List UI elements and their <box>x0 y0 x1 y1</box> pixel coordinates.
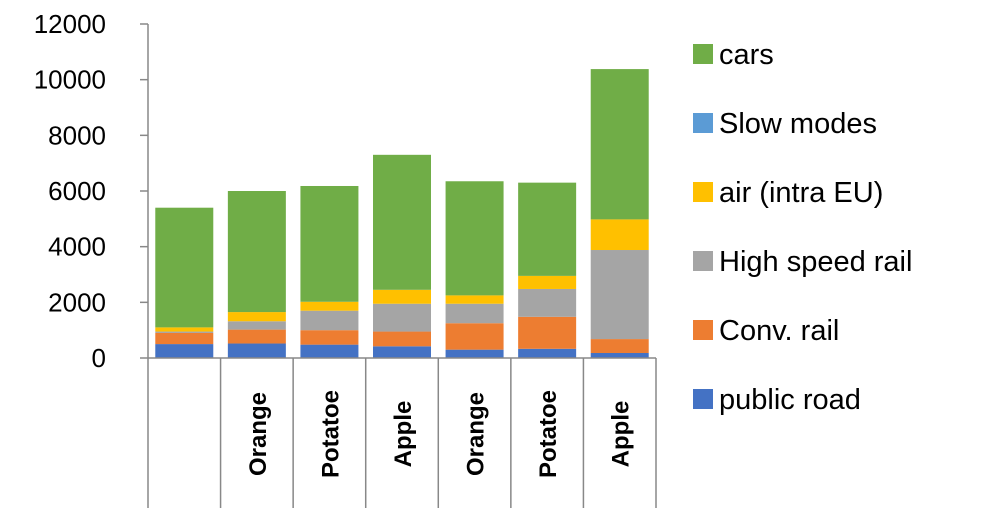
bar-segment-air-intra-eu <box>227 312 286 322</box>
bar-segment-cars <box>590 69 649 220</box>
bar-segment-cars <box>373 154 431 290</box>
bar-segment-cars <box>445 181 504 296</box>
bar-segment-air-intra-eu <box>518 275 577 289</box>
x-category-label: Potatoe <box>535 390 562 478</box>
legend-label: cars <box>719 39 774 71</box>
bar-segment-air-intra-eu <box>300 301 359 311</box>
y-tick-label: 10000 <box>34 65 106 95</box>
legend-label: Conv. rail <box>719 315 839 347</box>
legend-swatch <box>693 113 713 133</box>
bar-segment-high-speed-rail <box>227 321 286 330</box>
bar-segment-conv-rail <box>227 329 286 344</box>
bar-segment-conv-rail <box>590 339 649 353</box>
bar-segment-high-speed-rail <box>373 303 431 332</box>
bar-segment-air-intra-eu <box>155 327 214 332</box>
y-axis: 0 2000 4000 6000 8000 10000 12000 <box>34 9 149 373</box>
bar-segment-high-speed-rail <box>155 331 214 333</box>
legend-label: air (intra EU) <box>719 177 883 209</box>
x-category-label: Apple <box>390 401 417 468</box>
legend-swatch <box>693 182 713 202</box>
bar-segment-public-road <box>445 349 504 358</box>
bar-segment-conv-rail <box>155 332 214 345</box>
bar-segment-high-speed-rail <box>590 250 649 340</box>
legend-swatch <box>693 44 713 64</box>
y-tick-label: 0 <box>92 343 106 373</box>
y-tick-label: 2000 <box>48 287 106 317</box>
bar-segment-air-intra-eu <box>445 295 504 304</box>
bar-segment-conv-rail <box>518 316 577 349</box>
x-category-label: Apple <box>608 401 635 468</box>
bar-segment-high-speed-rail <box>300 310 359 331</box>
legend-swatch <box>693 320 713 340</box>
legend: cars Slow modes air (intra EU) High speed r… <box>693 39 912 416</box>
bar-segment-air-intra-eu <box>590 219 649 251</box>
bar-segment-public-road <box>590 352 649 358</box>
x-category-label: Orange <box>463 392 490 476</box>
bar-segment-public-road <box>518 348 577 358</box>
y-tick-label: 8000 <box>48 120 106 150</box>
bar-segment-cars <box>227 191 286 313</box>
bar-segment-air-intra-eu <box>373 289 431 304</box>
bar-segment-cars <box>518 182 577 276</box>
legend-swatch <box>693 251 713 271</box>
y-tick-label: 12000 <box>34 9 106 39</box>
bar-segment-cars <box>155 207 214 328</box>
bar-segment-conv-rail <box>300 330 359 345</box>
x-axis: Orange Potatoe Apple Orange Potatoe Apple <box>147 357 657 508</box>
bar-segment-high-speed-rail <box>445 303 504 324</box>
bar-segment-conv-rail <box>445 323 504 350</box>
legend-label: High speed rail <box>719 246 912 278</box>
x-category-label: Orange <box>245 392 272 476</box>
bar-segment-public-road <box>155 344 214 358</box>
bar-segment-cars <box>300 185 359 302</box>
bar-segment-high-speed-rail <box>518 288 577 317</box>
y-tick-label: 4000 <box>48 232 106 262</box>
bar-segment-public-road <box>373 346 431 358</box>
legend-label: Slow modes <box>719 108 877 140</box>
legend-swatch <box>693 389 713 409</box>
x-category-label: Potatoe <box>317 390 344 478</box>
bars <box>155 69 649 358</box>
y-tick-label: 6000 <box>48 176 106 206</box>
bar-segment-conv-rail <box>373 331 431 347</box>
bar-segment-public-road <box>300 344 359 358</box>
legend-label: public road <box>719 384 861 416</box>
bar-segment-public-road <box>227 343 286 358</box>
